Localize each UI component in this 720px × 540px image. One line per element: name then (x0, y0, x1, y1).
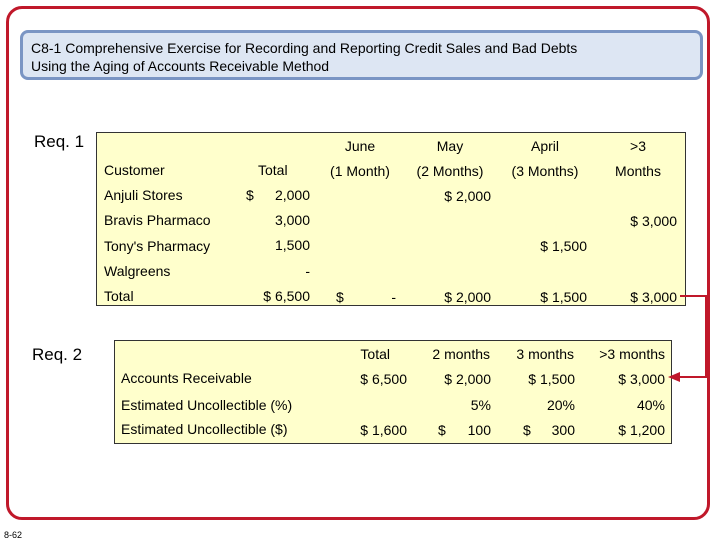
amt-3-months-dollar: $ (523, 422, 531, 438)
aging-schedule-table (96, 132, 686, 306)
totals-over3: $ 3,000 (630, 289, 677, 305)
header-april-sub: (3 Months) (511, 163, 579, 179)
pct-3-months: 20% (546, 397, 575, 413)
ar-over-3-months: $ 3,000 (618, 371, 665, 387)
totals-june-dollar: $ (336, 289, 344, 305)
row-total: - (305, 263, 310, 279)
totals-may: $ 2,000 (444, 289, 491, 305)
totals-total: $ 6,500 (263, 288, 310, 304)
title-box: C8-1 Comprehensive Exercise for Recordin… (20, 30, 703, 80)
row-label-uncollectible-amount: Estimated Uncollectible ($) (121, 421, 288, 437)
pct-over-3-months: 40% (636, 397, 665, 413)
row-total: 1,500 (274, 237, 310, 253)
row-may: $ 2,000 (444, 188, 491, 204)
ar-total: $ 6,500 (360, 371, 407, 387)
header-over3: >3 (630, 138, 646, 154)
page-number: 8-62 (4, 530, 23, 540)
row-over3: $ 3,000 (630, 213, 677, 229)
row-customer: Anjuli Stores (104, 187, 183, 203)
totals-april: $ 1,500 (540, 289, 587, 305)
slide-frame (6, 6, 710, 520)
header-over3-sub: Months (615, 163, 661, 179)
row-total: 3,000 (274, 212, 310, 228)
pct-2-months: 5% (470, 397, 491, 413)
row-april: $ 1,500 (540, 238, 587, 254)
header-total: Total (360, 346, 390, 362)
row-customer: Tony's Pharmacy (104, 238, 211, 254)
req2-label: Req. 2 (32, 345, 83, 364)
estimate-table (114, 340, 672, 444)
amt-3-months: 300 (551, 422, 575, 438)
header-3-months: 3 months (516, 346, 574, 362)
title-line-1: C8-1 Comprehensive Exercise for Recordin… (31, 40, 578, 56)
req1-label: Req. 1 (34, 132, 85, 151)
header-customer: Customer (104, 162, 165, 178)
amt-total: $ 1,600 (360, 422, 407, 438)
row-customer: Bravis Pharmaco (104, 212, 211, 228)
row-dollar-sign: $ (246, 187, 254, 203)
header-june: June (344, 138, 376, 154)
header-may: May (436, 138, 464, 154)
header-april: April (530, 138, 559, 154)
header-total: Total (258, 162, 288, 178)
header-over-3-months: >3 months (599, 346, 665, 362)
row-customer: Walgreens (104, 263, 171, 279)
amt-2-months: 100 (467, 422, 491, 438)
amt-over-3-months: $ 1,200 (618, 422, 665, 438)
header-may-sub: (2 Months) (416, 163, 484, 179)
row-label-accounts-receivable: Accounts Receivable (121, 370, 252, 386)
amt-2-months-dollar: $ (438, 422, 446, 438)
totals-label: Total (104, 288, 134, 304)
totals-june: - (391, 289, 396, 305)
row-label-uncollectible-pct: Estimated Uncollectible (%) (121, 397, 293, 413)
header-june-sub: (1 Month) (330, 163, 390, 179)
header-2-months: 2 months (432, 346, 490, 362)
ar-3-months: $ 1,500 (528, 371, 575, 387)
title-line-2: Using the Aging of Accounts Receivable M… (31, 58, 330, 74)
row-total: 2,000 (274, 187, 310, 203)
ar-2-months: $ 2,000 (444, 371, 491, 387)
